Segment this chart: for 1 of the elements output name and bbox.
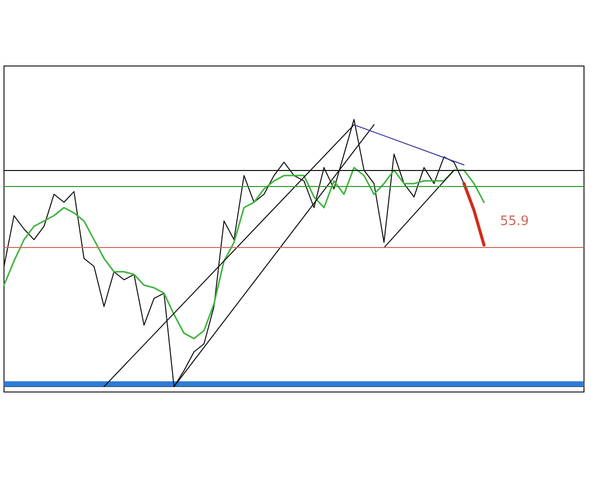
annotation: 55.9 bbox=[500, 214, 529, 229]
